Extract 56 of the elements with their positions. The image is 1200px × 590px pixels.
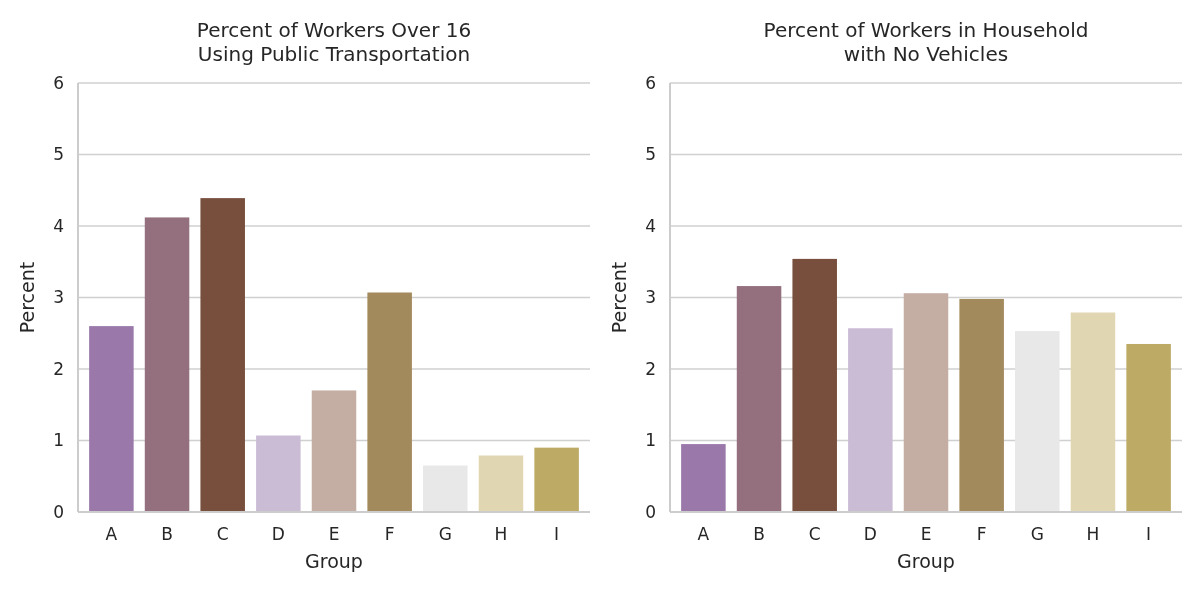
bar — [1015, 331, 1060, 512]
bar — [903, 293, 949, 512]
bar — [478, 455, 524, 512]
bar — [1070, 312, 1116, 512]
x-tick-label: C — [216, 524, 229, 544]
y-tick-label: 2 — [53, 358, 64, 379]
x-tick-label: F — [976, 524, 987, 544]
bar — [89, 326, 134, 512]
y-tick-label: 5 — [645, 144, 656, 165]
x-tick-label: D — [863, 524, 877, 544]
bar — [423, 465, 468, 512]
y-axis-title: Percent — [608, 261, 630, 334]
y-tick-label: 3 — [645, 287, 656, 308]
chart-title: Percent of Workers in Household with No Vehicles — [763, 18, 1089, 66]
x-tick-label: B — [161, 524, 173, 544]
x-tick-label: E — [920, 524, 932, 544]
bar — [848, 328, 893, 512]
y-axis-title: Percent — [16, 261, 38, 334]
y-tick-label: 6 — [645, 72, 656, 93]
y-tick-label: 1 — [645, 430, 656, 451]
y-tick-label: 4 — [53, 215, 64, 236]
bar — [1126, 343, 1171, 512]
x-tick-label: F — [384, 524, 395, 544]
bar — [256, 435, 301, 512]
x-tick-label: H — [1086, 524, 1100, 544]
bar — [959, 298, 1004, 512]
chart-title: Percent of Workers Over 16 Using Public Transportation — [196, 18, 472, 66]
y-tick-label: 2 — [645, 358, 656, 379]
x-tick-label: D — [271, 524, 285, 544]
y-tick-label: 3 — [53, 287, 64, 308]
bar — [681, 444, 726, 512]
bar — [792, 258, 837, 512]
bar — [534, 447, 579, 512]
x-tick-label: E — [328, 524, 340, 544]
x-tick-label: C — [808, 524, 821, 544]
bar — [736, 286, 782, 512]
x-tick-label: A — [697, 524, 710, 544]
y-tick-label: 4 — [645, 215, 656, 236]
y-tick-label: 0 — [53, 501, 64, 522]
x-tick-label: B — [753, 524, 765, 544]
x-tick-label: G — [1030, 524, 1044, 544]
x-tick-label: G — [438, 524, 452, 544]
x-axis-title: Group — [897, 550, 955, 572]
bar — [367, 292, 412, 512]
x-tick-label: A — [105, 524, 118, 544]
y-tick-label: 5 — [53, 144, 64, 165]
y-tick-label: 6 — [53, 72, 64, 93]
bar — [311, 390, 357, 512]
bar — [200, 198, 245, 512]
y-tick-label: 1 — [53, 430, 64, 451]
y-tick-label: 0 — [645, 501, 656, 522]
x-axis-title: Group — [305, 550, 363, 572]
bar — [144, 217, 190, 512]
x-tick-label: I — [1146, 524, 1152, 544]
x-tick-label: I — [554, 524, 560, 544]
x-tick-label: H — [494, 524, 508, 544]
